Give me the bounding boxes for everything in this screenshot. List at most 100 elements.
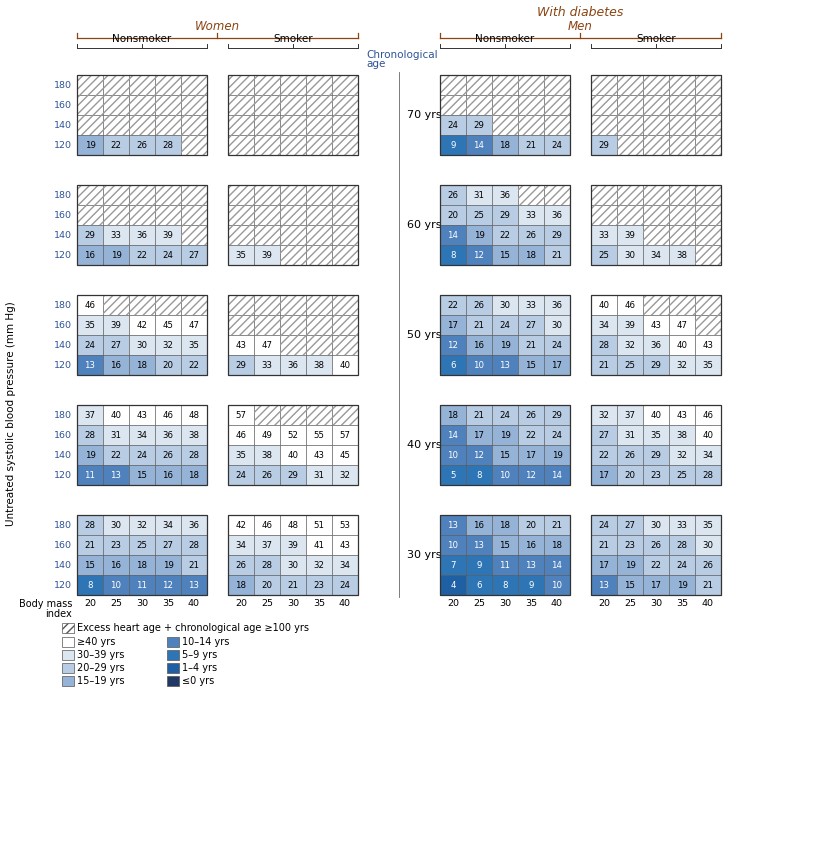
- Bar: [253, 135, 280, 155]
- Bar: [517, 465, 543, 485]
- Bar: [668, 205, 694, 225]
- Bar: [306, 95, 332, 115]
- Bar: [466, 405, 492, 425]
- Text: 23: 23: [650, 470, 660, 479]
- Bar: [616, 205, 642, 225]
- Bar: [517, 205, 543, 225]
- Text: 43: 43: [675, 411, 686, 419]
- Text: 180: 180: [54, 521, 72, 529]
- Bar: [253, 185, 280, 205]
- Bar: [280, 205, 306, 225]
- Bar: [280, 95, 306, 115]
- Bar: [668, 135, 694, 155]
- Bar: [227, 295, 253, 315]
- Text: 28: 28: [598, 340, 609, 350]
- Bar: [642, 115, 668, 135]
- Bar: [492, 555, 517, 575]
- Bar: [590, 115, 616, 135]
- Bar: [77, 75, 103, 95]
- Bar: [694, 405, 720, 425]
- Bar: [440, 185, 466, 205]
- Bar: [62, 663, 74, 673]
- Bar: [77, 225, 103, 245]
- Bar: [77, 185, 103, 205]
- Text: 34: 34: [701, 450, 712, 459]
- Bar: [253, 295, 280, 315]
- Bar: [155, 555, 181, 575]
- Bar: [590, 95, 616, 115]
- Text: 27: 27: [624, 521, 635, 529]
- Bar: [227, 515, 253, 535]
- Text: Women: Women: [195, 21, 240, 34]
- Bar: [590, 185, 616, 205]
- Bar: [517, 355, 543, 375]
- Bar: [129, 335, 155, 355]
- Bar: [129, 95, 155, 115]
- Text: 16: 16: [473, 340, 484, 350]
- Text: 12: 12: [525, 470, 536, 479]
- Bar: [642, 555, 668, 575]
- Bar: [306, 115, 332, 135]
- Bar: [306, 355, 332, 375]
- Bar: [694, 295, 720, 315]
- Bar: [129, 405, 155, 425]
- Bar: [306, 575, 332, 595]
- Bar: [668, 315, 694, 335]
- Text: 19: 19: [84, 141, 95, 149]
- Bar: [466, 465, 492, 485]
- Text: 49: 49: [261, 431, 272, 439]
- Text: 31: 31: [473, 190, 484, 200]
- Bar: [306, 225, 332, 245]
- Text: 24: 24: [551, 141, 562, 149]
- Text: 27: 27: [598, 431, 609, 439]
- Text: 13: 13: [473, 541, 484, 549]
- Bar: [280, 405, 306, 425]
- Bar: [492, 205, 517, 225]
- Bar: [280, 115, 306, 135]
- Bar: [616, 185, 642, 205]
- Bar: [517, 185, 543, 205]
- Text: 20: 20: [84, 599, 96, 608]
- Text: 10: 10: [551, 581, 562, 589]
- Bar: [129, 535, 155, 555]
- Text: 11: 11: [84, 470, 95, 479]
- Bar: [590, 75, 720, 155]
- Text: 32: 32: [675, 360, 686, 370]
- Text: 8: 8: [476, 470, 482, 479]
- Bar: [694, 425, 720, 445]
- Bar: [616, 245, 642, 265]
- Bar: [590, 425, 616, 445]
- Bar: [668, 225, 694, 245]
- Text: 36: 36: [188, 521, 199, 529]
- Text: 13: 13: [110, 470, 121, 479]
- Text: 10–14 yrs: 10–14 yrs: [181, 637, 229, 647]
- Bar: [155, 515, 181, 535]
- Bar: [616, 135, 642, 155]
- Text: 140: 140: [54, 121, 72, 129]
- Bar: [332, 405, 358, 425]
- Bar: [642, 295, 668, 315]
- Bar: [543, 465, 569, 485]
- Text: 50 yrs: 50 yrs: [406, 330, 441, 340]
- Bar: [466, 245, 492, 265]
- Text: 120: 120: [54, 360, 72, 370]
- Bar: [77, 405, 103, 425]
- Text: 19: 19: [473, 231, 484, 240]
- Text: 13: 13: [84, 360, 95, 370]
- Bar: [181, 405, 206, 425]
- Bar: [642, 185, 668, 205]
- Bar: [694, 135, 720, 155]
- Bar: [466, 205, 492, 225]
- Bar: [466, 95, 492, 115]
- Bar: [642, 405, 668, 425]
- Bar: [590, 535, 616, 555]
- Bar: [129, 575, 155, 595]
- Text: 12: 12: [473, 251, 484, 260]
- Bar: [103, 245, 129, 265]
- Bar: [129, 115, 155, 135]
- Text: 40: 40: [110, 411, 121, 419]
- Text: 36: 36: [136, 231, 147, 240]
- Bar: [103, 465, 129, 485]
- Bar: [668, 115, 694, 135]
- Text: 48: 48: [188, 411, 199, 419]
